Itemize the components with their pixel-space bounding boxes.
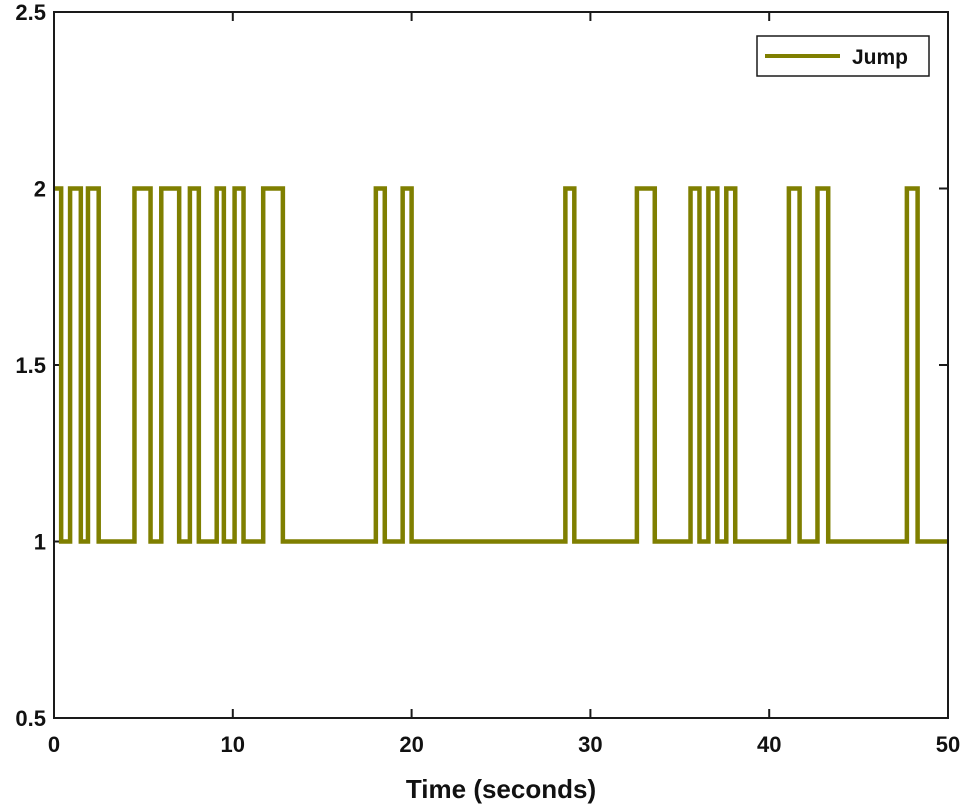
y-tick-label: 1.5 (15, 353, 46, 378)
x-tick-label: 30 (578, 732, 602, 757)
x-tick-label: 20 (399, 732, 423, 757)
series-layer (54, 186, 948, 544)
x-axis-label: Time (seconds) (406, 774, 596, 804)
x-axis-ticks: 0 10 20 30 40 50 (48, 12, 960, 757)
y-tick-label: 2 (34, 177, 46, 202)
x-tick-label: 40 (757, 732, 781, 757)
y-tick-label: 1 (34, 530, 46, 555)
y-tick-label: 2.5 (15, 0, 46, 25)
series-line-jump (54, 186, 948, 544)
x-tick-label: 50 (936, 732, 960, 757)
y-tick-label: 0.5 (15, 706, 46, 731)
legend-label: Jump (852, 46, 908, 69)
x-tick-label: 0 (48, 732, 60, 757)
legend: Jump (756, 35, 930, 77)
x-tick-label: 10 (221, 732, 245, 757)
plot-frame (53, 11, 949, 719)
